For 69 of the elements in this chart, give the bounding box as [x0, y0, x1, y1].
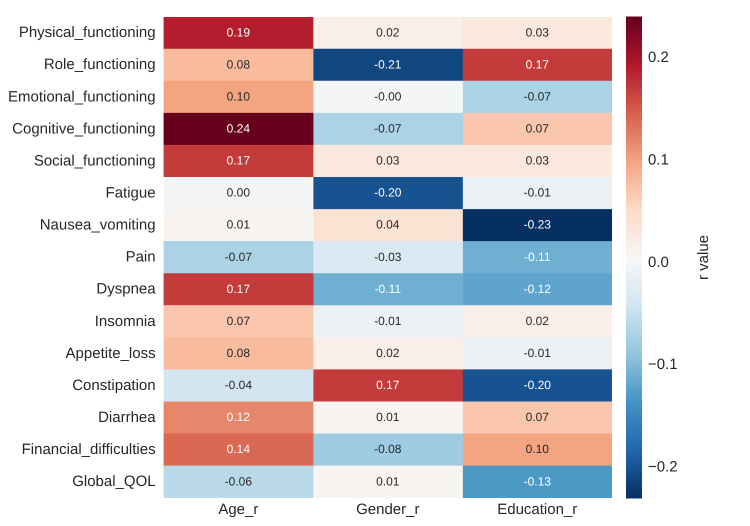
color-bar-label: 0.2 — [648, 49, 669, 66]
data-label: 0.08 — [226, 57, 250, 72]
data-label: 0.04 — [376, 218, 400, 232]
data-label: -0.01 — [524, 346, 552, 360]
data-label: -0.04 — [224, 378, 252, 392]
color-bar-label: −0.1 — [648, 356, 678, 374]
y-tick-label: Insomnia — [94, 312, 156, 330]
data-label: -0.00 — [374, 89, 402, 104]
data-label: 0.03 — [526, 25, 550, 40]
y-tick-label: Global_QOL — [72, 473, 156, 490]
y-tick-label: Financial_difficulties — [22, 441, 156, 458]
data-label: -0.01 — [374, 314, 402, 328]
data-label: -0.07 — [524, 89, 552, 104]
data-label: 0.08 — [226, 346, 250, 360]
data-label: 0.01 — [376, 474, 400, 488]
data-label: 0.01 — [376, 410, 400, 424]
y-tick-label: Constipation — [72, 376, 156, 394]
color-bar-label: 0.1 — [648, 151, 669, 168]
y-tick-label: Diarrhea — [98, 408, 156, 426]
x-tick-label: Gender_r — [356, 501, 420, 518]
x-tick-label: Education_r — [497, 501, 578, 518]
y-tick-label: Fatigue — [106, 184, 156, 202]
data-label: 0.14 — [226, 442, 250, 456]
data-label: 0.19 — [226, 25, 250, 40]
data-label: -0.11 — [524, 250, 551, 264]
y-tick-label: Appetite_loss — [66, 344, 156, 362]
y-tick-label: Cognitive_functioning — [12, 120, 156, 138]
data-label: 0.03 — [376, 154, 400, 168]
data-label: -0.12 — [524, 282, 552, 296]
data-label: -0.03 — [374, 250, 402, 264]
data-label: -0.01 — [524, 186, 552, 200]
data-label: 0.17 — [226, 154, 250, 168]
data-label: 0.02 — [376, 346, 400, 360]
data-label: 0.07 — [526, 410, 550, 424]
data-label: -0.07 — [224, 250, 252, 264]
data-label: -0.20 — [524, 378, 552, 392]
data-label: -0.06 — [224, 474, 252, 488]
y-tick-label: Dyspnea — [96, 280, 156, 298]
data-label: 0.17 — [226, 282, 250, 296]
y-tick-label: Pain — [126, 248, 156, 266]
data-label: -0.20 — [374, 186, 402, 200]
data-label: 0.07 — [226, 314, 250, 328]
data-label: 0.10 — [526, 442, 550, 456]
data-label: -0.11 — [374, 282, 402, 296]
data-label: 0.07 — [526, 122, 550, 136]
data-label: 0.00 — [226, 186, 250, 200]
data-label: 0.24 — [226, 122, 250, 136]
data-label: 0.10 — [226, 89, 250, 104]
data-label: 0.17 — [376, 378, 400, 392]
y-tick-label: Nausea_vomiting — [40, 216, 156, 234]
x-tick-label: Age_r — [218, 501, 258, 518]
data-label: -0.08 — [374, 442, 402, 456]
data-label: 0.12 — [226, 410, 250, 424]
data-label: -0.23 — [524, 218, 552, 232]
data-label: 0.02 — [376, 25, 400, 40]
color-bar-label: 0.0 — [648, 254, 669, 271]
data-label: 0.17 — [526, 57, 550, 72]
color-bar-title: r value — [695, 234, 712, 280]
data-label: 0.01 — [226, 218, 250, 232]
y-tick-label: Social_functioning — [34, 152, 156, 170]
y-tick-label: Emotional_functioning — [8, 88, 156, 106]
data-label: 0.03 — [526, 154, 550, 168]
data-label: 0.02 — [526, 314, 550, 328]
data-label: -0.13 — [524, 474, 552, 488]
y-tick-label: Role_functioning — [44, 56, 156, 74]
y-tick-label: Physical_functioning — [18, 24, 156, 42]
data-label: -0.21 — [374, 57, 402, 72]
color-bar-label: −0.2 — [648, 458, 678, 476]
data-label: -0.07 — [374, 122, 402, 136]
